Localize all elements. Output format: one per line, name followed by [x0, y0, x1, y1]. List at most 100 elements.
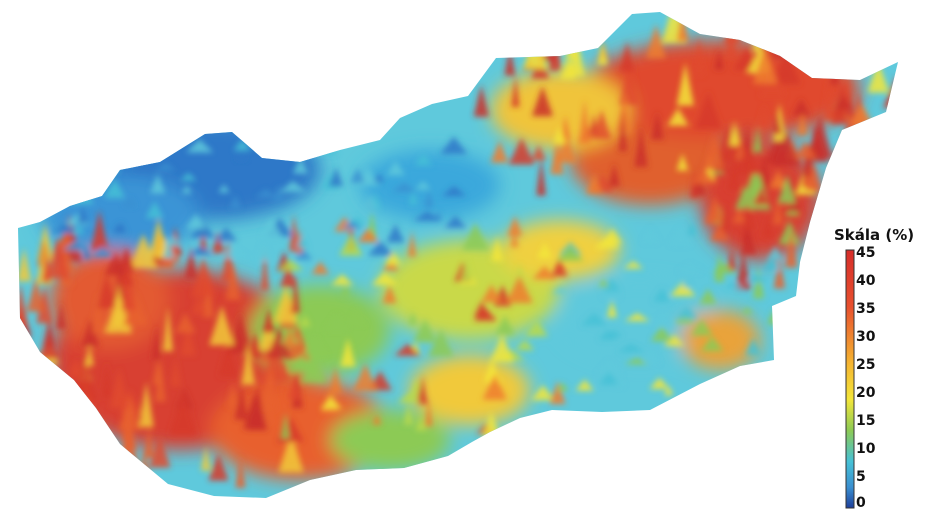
terrain-spike — [416, 375, 428, 405]
terrain-spike — [559, 55, 577, 80]
terrain-spike — [507, 215, 523, 237]
legend-tick-15: 15 — [856, 413, 876, 429]
terrain-spike — [45, 236, 70, 279]
terrain-spike — [805, 162, 821, 192]
terrain-spike — [691, 168, 718, 184]
terrain-spike — [816, 40, 830, 58]
terrain-spike — [36, 285, 53, 324]
terrain-spike — [442, 185, 467, 197]
terrain-spike — [785, 228, 798, 268]
terrain-spike — [694, 34, 704, 76]
terrain-spike — [709, 224, 730, 241]
terrain-spike — [382, 259, 400, 271]
terrain-spike — [181, 185, 192, 194]
terrain-spike — [121, 397, 134, 440]
terrain-spike — [189, 221, 216, 238]
terrain-spike — [605, 329, 623, 337]
terrain-spike — [859, 12, 884, 46]
terrain-spike — [218, 340, 238, 377]
terrain-spike — [218, 184, 230, 193]
terrain-spike — [735, 251, 752, 290]
terrain-spike — [624, 313, 650, 322]
terrain-spike — [94, 148, 112, 164]
terrain-spike — [62, 240, 91, 250]
terrain-spike — [772, 129, 801, 167]
terrain-spike — [78, 430, 90, 450]
terrain-spike — [28, 393, 46, 428]
terrain-spike — [372, 414, 382, 425]
terrain-spike — [428, 328, 454, 357]
terrain-spike — [653, 311, 675, 326]
terrain-spike — [392, 183, 417, 192]
terrain-spike — [676, 153, 689, 171]
terrain-spike — [121, 264, 136, 310]
terrain-spike — [77, 205, 89, 224]
terrain-spike — [279, 180, 307, 192]
terrain-spike — [403, 402, 413, 425]
terrain-spike — [368, 240, 394, 256]
legend-tick-5: 5 — [856, 469, 866, 485]
terrain-spike — [329, 366, 342, 395]
terrain-spike — [667, 107, 689, 126]
terrain-spike — [415, 415, 427, 431]
terrain-spike — [175, 312, 196, 333]
terrain-spike — [520, 26, 545, 43]
terrain-spike — [687, 220, 698, 236]
terrain-spike — [515, 339, 535, 351]
terrain-spike — [139, 381, 154, 428]
terrain-spike — [331, 274, 354, 286]
terrain-spike — [772, 198, 783, 225]
terrain-spike — [266, 326, 292, 358]
terrain-spike — [753, 126, 762, 153]
terrain-spike — [692, 177, 707, 196]
legend-title: Skála (%) — [834, 226, 915, 244]
terrain-spike — [762, 257, 781, 271]
terrain-spike — [340, 285, 351, 297]
terrain-spike — [581, 312, 608, 326]
terrain-spike — [262, 307, 276, 333]
terrain-spike — [726, 247, 737, 271]
terrain-spike — [550, 138, 564, 175]
terrain-spike — [162, 306, 174, 352]
terrain-spike — [695, 91, 722, 129]
terrain-spike — [556, 244, 584, 261]
terrain-spike — [618, 109, 628, 152]
terrain-spike — [505, 275, 533, 303]
terrain-spike — [585, 173, 603, 194]
terrain-spike — [853, 23, 876, 59]
terrain-spike — [440, 136, 468, 154]
terrain-spike — [802, 142, 815, 178]
terrain-spike — [733, 146, 762, 175]
terrain-spike — [290, 271, 300, 314]
terrain-spike — [18, 248, 32, 282]
terrain-spike — [315, 141, 338, 155]
terrain-spike — [875, 14, 894, 57]
terrain-spike — [752, 266, 764, 299]
terrain-spike — [382, 284, 397, 304]
terrain-spike — [341, 220, 363, 229]
terrain-spike — [408, 311, 417, 325]
terrain-spike — [155, 162, 176, 171]
terrain-spike — [413, 211, 442, 221]
terrain-spike — [191, 294, 207, 315]
terrain-spike — [386, 223, 405, 243]
terrain-spike — [518, 12, 530, 43]
terrain-spike — [704, 195, 726, 224]
terrain-spike — [229, 194, 242, 209]
terrain-spike — [531, 85, 554, 117]
terrain-spike — [170, 356, 181, 387]
terrain-spike — [408, 230, 417, 257]
terrain-spike — [229, 311, 252, 353]
terrain-spike — [302, 337, 328, 356]
terrain-spike — [209, 305, 235, 346]
legend-tick-40: 40 — [856, 273, 876, 289]
terrain-spike — [714, 48, 724, 70]
terrain-spike — [292, 157, 309, 174]
terrain-spike — [597, 41, 608, 65]
legend-tick-45: 45 — [856, 245, 876, 261]
terrain-spike — [394, 343, 422, 356]
terrain-spike — [162, 238, 174, 259]
terrain-spike — [676, 62, 694, 106]
terrain-spike — [112, 223, 125, 233]
terrain-spike — [617, 343, 645, 352]
